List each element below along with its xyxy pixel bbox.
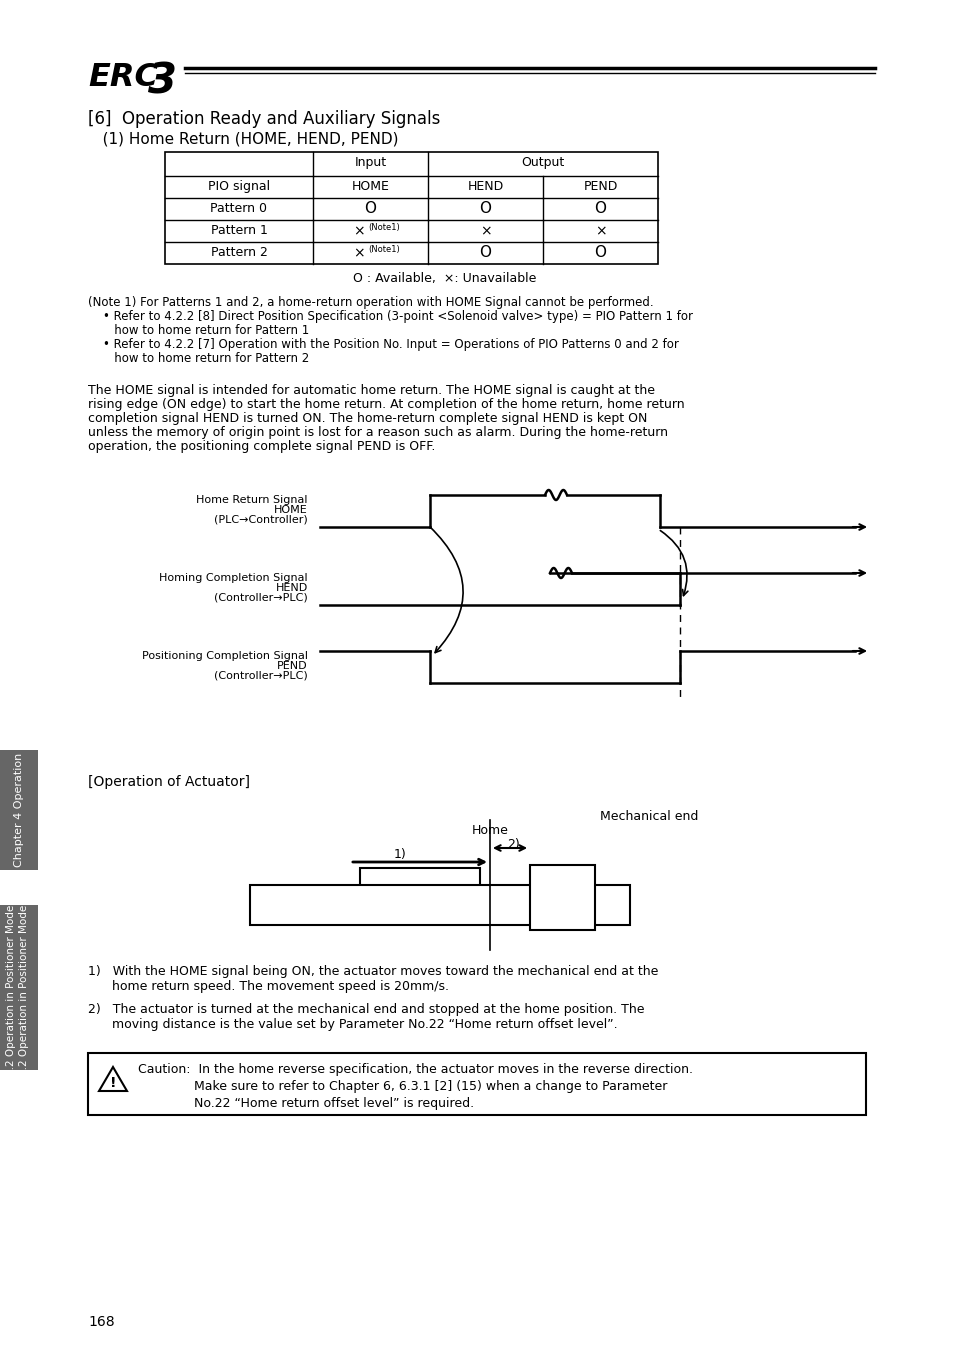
- Text: PIO signal: PIO signal: [208, 180, 270, 193]
- Text: 2)   The actuator is turned at the mechanical end and stopped at the home positi: 2) The actuator is turned at the mechani…: [88, 1003, 644, 1017]
- Text: 4.2 Operation in Positioner Mode: 4.2 Operation in Positioner Mode: [6, 904, 16, 1076]
- Bar: [530, 865, 595, 930]
- Text: [6]  Operation Ready and Auxiliary Signals: [6] Operation Ready and Auxiliary Signal…: [88, 109, 440, 128]
- Text: ×: ×: [479, 224, 491, 238]
- Text: O: O: [479, 244, 491, 261]
- Text: (Note1): (Note1): [368, 244, 400, 254]
- Text: Pattern 1: Pattern 1: [211, 224, 267, 238]
- Text: how to home return for Pattern 2: how to home return for Pattern 2: [88, 352, 309, 365]
- Text: (PLC→Controller): (PLC→Controller): [214, 514, 308, 525]
- Polygon shape: [99, 1066, 127, 1091]
- Text: !: !: [110, 1076, 116, 1089]
- Text: 4.2.2 Operation in Positioner Mode 1: 4.2.2 Operation in Positioner Mode 1: [19, 895, 29, 1085]
- Text: HOME: HOME: [352, 180, 389, 193]
- Text: O : Available,  ×: Unavailable: O : Available, ×: Unavailable: [353, 271, 536, 285]
- Text: Make sure to refer to Chapter 6, 6.3.1 [2] (15) when a change to Parameter: Make sure to refer to Chapter 6, 6.3.1 […: [138, 1080, 667, 1094]
- Text: Homing Completion Signal: Homing Completion Signal: [159, 572, 308, 583]
- Text: • Refer to 4.2.2 [8] Direct Position Specification (3-point <Solenoid valve> typ: • Refer to 4.2.2 [8] Direct Position Spe…: [88, 310, 692, 323]
- Text: ×: ×: [353, 224, 364, 238]
- Text: 168: 168: [88, 1315, 114, 1328]
- Text: 2): 2): [506, 838, 519, 850]
- Text: 1): 1): [394, 848, 406, 861]
- Text: PEND: PEND: [277, 662, 308, 671]
- Text: No.22 “Home return offset level” is required.: No.22 “Home return offset level” is requ…: [138, 1098, 474, 1110]
- Text: (Controller→PLC): (Controller→PLC): [214, 593, 308, 603]
- Text: Chapter 4 Operation: Chapter 4 Operation: [14, 753, 24, 867]
- Text: home return speed. The movement speed is 20mm/s.: home return speed. The movement speed is…: [88, 980, 449, 994]
- Bar: [359, 868, 479, 890]
- Text: • Refer to 4.2.2 [7] Operation with the Position No. Input = Operations of PIO P: • Refer to 4.2.2 [7] Operation with the …: [88, 338, 679, 351]
- Text: Pattern 0: Pattern 0: [211, 202, 267, 215]
- Text: O: O: [594, 244, 606, 261]
- Text: Output: Output: [521, 157, 564, 169]
- Text: Mechanical end: Mechanical end: [599, 810, 698, 824]
- Text: HEND: HEND: [275, 583, 308, 593]
- Text: ×: ×: [594, 224, 606, 238]
- Text: completion signal HEND is turned ON. The home-return complete signal HEND is kep: completion signal HEND is turned ON. The…: [88, 412, 647, 425]
- Text: (Note 1) For Patterns 1 and 2, a home-return operation with HOME Signal cannot b: (Note 1) For Patterns 1 and 2, a home-re…: [88, 296, 653, 309]
- Bar: [250, 886, 629, 925]
- Text: Pattern 2: Pattern 2: [211, 246, 267, 259]
- Text: O: O: [479, 201, 491, 216]
- Text: The HOME signal is intended for automatic home return. The HOME signal is caught: The HOME signal is intended for automati…: [88, 383, 655, 397]
- Text: ERC: ERC: [88, 62, 158, 93]
- Bar: [88, 1053, 865, 1115]
- Bar: [0, 904, 38, 1071]
- Bar: [0, 751, 38, 869]
- Text: (Note1): (Note1): [368, 223, 400, 232]
- Bar: [165, 153, 658, 265]
- Text: PEND: PEND: [582, 180, 617, 193]
- Text: Home Return Signal: Home Return Signal: [196, 495, 308, 505]
- Text: Home: Home: [471, 824, 508, 837]
- Text: 3: 3: [148, 59, 177, 103]
- Text: Input: Input: [355, 157, 386, 169]
- Text: (1) Home Return (HOME, HEND, PEND): (1) Home Return (HOME, HEND, PEND): [88, 132, 398, 147]
- Text: HEND: HEND: [467, 180, 503, 193]
- Text: how to home return for Pattern 1: how to home return for Pattern 1: [88, 324, 309, 338]
- Text: 1)   With the HOME signal being ON, the actuator moves toward the mechanical end: 1) With the HOME signal being ON, the ac…: [88, 965, 658, 977]
- Text: O: O: [364, 201, 376, 216]
- Text: operation, the positioning complete signal PEND is OFF.: operation, the positioning complete sign…: [88, 440, 435, 454]
- Text: rising edge (ON edge) to start the home return. At completion of the home return: rising edge (ON edge) to start the home …: [88, 398, 684, 410]
- Text: Positioning Completion Signal: Positioning Completion Signal: [142, 651, 308, 661]
- Text: O: O: [594, 201, 606, 216]
- Text: unless the memory of origin point is lost for a reason such as alarm. During the: unless the memory of origin point is los…: [88, 427, 667, 439]
- Text: HOME: HOME: [274, 505, 308, 514]
- Text: ×: ×: [353, 246, 364, 261]
- Text: (Controller→PLC): (Controller→PLC): [214, 671, 308, 680]
- Text: moving distance is the value set by Parameter No.22 “Home return offset level”.: moving distance is the value set by Para…: [88, 1018, 617, 1031]
- Text: [Operation of Actuator]: [Operation of Actuator]: [88, 775, 250, 788]
- Text: Caution:  In the home reverse specification, the actuator moves in the reverse d: Caution: In the home reverse specificati…: [138, 1062, 692, 1076]
